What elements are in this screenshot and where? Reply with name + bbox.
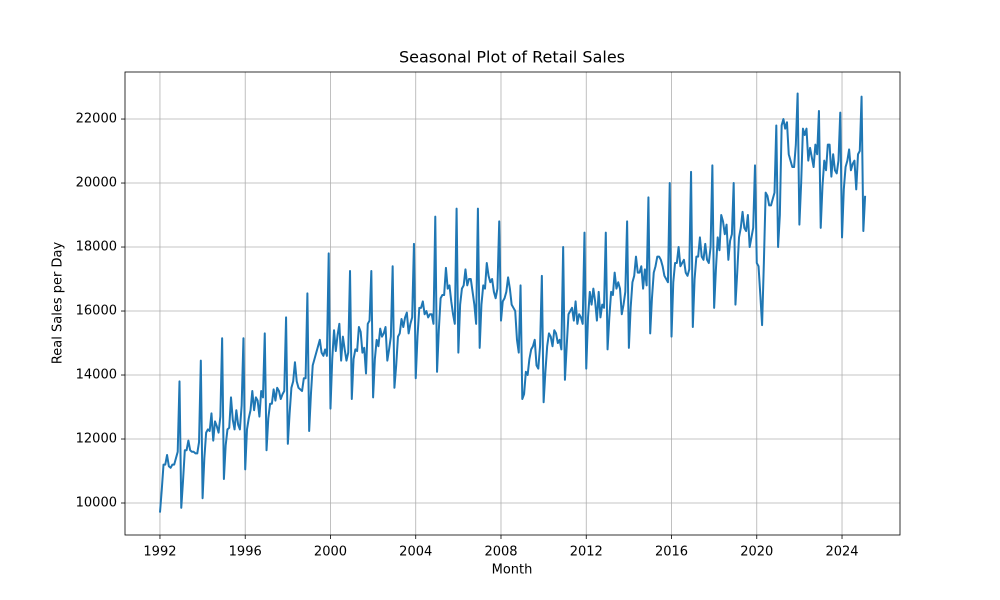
x-axis-label: Month <box>492 563 533 578</box>
axes-frame <box>124 71 901 536</box>
x-tick-label: 2024 <box>825 545 858 560</box>
x-tick-label: 2000 <box>314 545 347 560</box>
x-tick-label: 2020 <box>740 545 773 560</box>
y-tick-label: 12000 <box>76 432 117 447</box>
plot-area <box>158 92 867 513</box>
y-tick-label: 14000 <box>76 368 117 383</box>
x-tick-label: 2016 <box>655 545 688 560</box>
y-tick-label: 18000 <box>76 240 117 255</box>
y-tick-label: 20000 <box>76 176 117 191</box>
y-tick-label: 22000 <box>76 112 117 127</box>
x-tick-label: 1992 <box>143 545 176 560</box>
data-line <box>158 92 867 513</box>
x-tick-label: 2004 <box>399 545 432 560</box>
x-tick-label: 2012 <box>570 545 603 560</box>
x-tick-label: 1996 <box>229 545 262 560</box>
y-tick-label: 16000 <box>76 304 117 319</box>
y-axis-label: Real Sales per Day <box>51 242 66 365</box>
y-tick-label: 10000 <box>76 496 117 511</box>
chart-title: Seasonal Plot of Retail Sales <box>399 48 625 67</box>
x-tick-label: 2008 <box>484 545 517 560</box>
